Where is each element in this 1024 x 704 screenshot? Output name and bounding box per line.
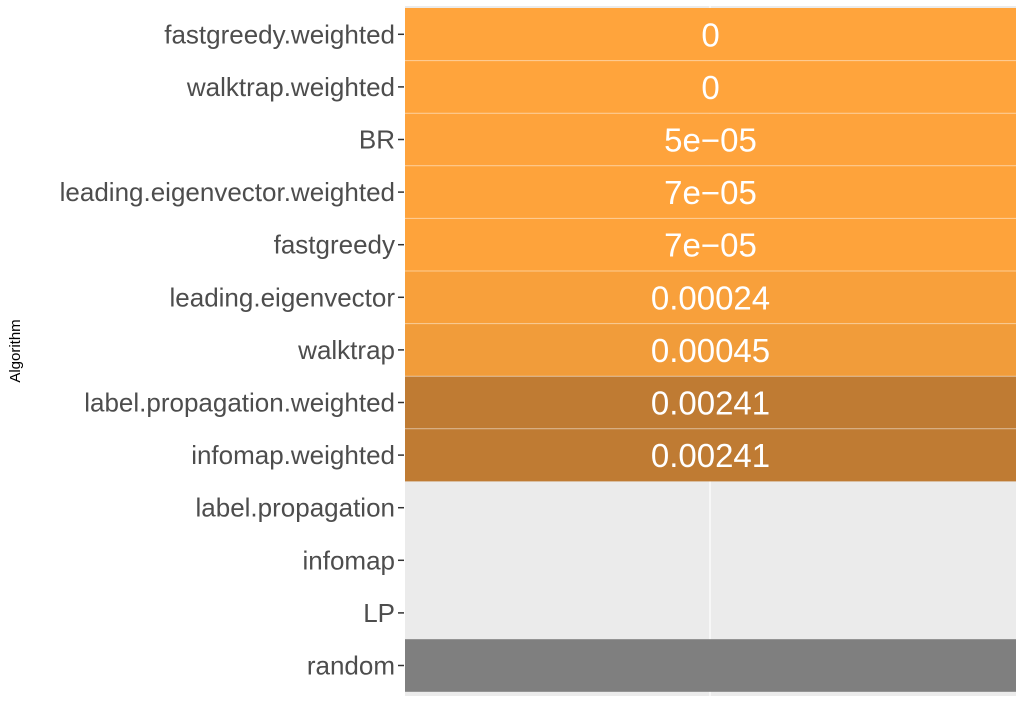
cell-value-label: 0.00045 — [651, 332, 770, 369]
category-label: random — [307, 651, 395, 681]
cell-value-label: 0.00024 — [651, 279, 770, 316]
cell-value-label: 0 — [701, 16, 719, 53]
heatmap-cell — [405, 271, 1016, 324]
heatmap-cell — [405, 165, 1016, 219]
category-label: LP — [363, 598, 395, 628]
cell-value-label: 7e−05 — [664, 174, 757, 211]
cell-value-label: 7e−05 — [664, 227, 757, 264]
category-label: fastgreedy.weighted — [164, 19, 395, 49]
heatmap-cell — [405, 428, 1016, 482]
category-label: walktrap.weighted — [186, 72, 395, 102]
heatmap-cell — [405, 323, 1016, 377]
heatmap-cell — [405, 218, 1016, 271]
category-label: leading.eigenvector.weighted — [60, 177, 395, 207]
category-label: fastgreedy — [274, 230, 395, 260]
y-axis-title: Algorithm — [7, 319, 24, 382]
cell-value-label: 0 — [701, 69, 719, 106]
category-label: leading.eigenvector — [170, 282, 396, 312]
category-labels: fastgreedy.weighted walktrap.weighted BR le… — [60, 19, 404, 681]
heatmap-cells: 0 0 5e−05 7e−05 7e−05 0.00024 0.00045 0.00241 0.… — [405, 8, 1016, 692]
heatmap-cell — [405, 60, 1016, 114]
cell-value-label: 0.00241 — [651, 385, 770, 422]
heatmap-cell — [405, 113, 1016, 166]
category-label: BR — [359, 125, 395, 155]
cell-value-label: 5e−05 — [664, 122, 757, 159]
category-label: label.propagation.weighted — [84, 388, 395, 418]
category-label: infomap.weighted — [191, 440, 395, 470]
category-label: label.propagation — [196, 493, 396, 523]
heatmap-cell — [405, 8, 1016, 61]
heatmap-cell — [405, 639, 1016, 692]
category-label: walktrap — [297, 335, 395, 365]
cell-value-label: 0.00241 — [651, 437, 770, 474]
heatmap-cell — [405, 376, 1016, 429]
category-label: infomap — [303, 545, 396, 575]
